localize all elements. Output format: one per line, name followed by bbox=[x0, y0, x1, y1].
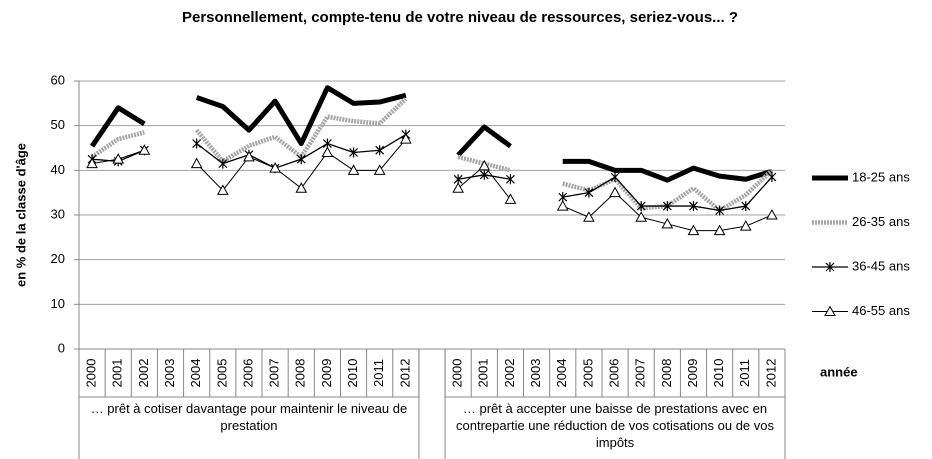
marker bbox=[192, 138, 202, 149]
marker bbox=[506, 174, 515, 185]
x-tick-label: 2003 bbox=[528, 359, 543, 388]
marker bbox=[400, 133, 412, 144]
x-tick-label: 2003 bbox=[162, 359, 177, 388]
marker bbox=[661, 217, 674, 229]
x-tick-label: 2001 bbox=[110, 359, 125, 388]
y-tick-label: 40 bbox=[51, 162, 65, 177]
marker bbox=[479, 169, 489, 180]
x-tick-label: 2009 bbox=[319, 359, 334, 388]
marker bbox=[216, 184, 229, 195]
marker bbox=[296, 154, 306, 165]
marker bbox=[610, 172, 620, 183]
marker bbox=[347, 164, 360, 175]
x-tick-label: 2002 bbox=[502, 359, 517, 388]
x-tick-label: 2000 bbox=[84, 359, 99, 388]
chart-title: Personnellement, compte-tenu de votre ni… bbox=[181, 9, 738, 26]
x-axis-label: année bbox=[820, 364, 858, 379]
marker bbox=[295, 182, 308, 193]
marker bbox=[583, 211, 595, 222]
marker bbox=[112, 153, 125, 164]
marker bbox=[218, 158, 228, 169]
y-tick-label: 20 bbox=[51, 251, 65, 266]
x-tick-label: 2000 bbox=[450, 359, 465, 388]
x-tick-label: 2006 bbox=[606, 359, 621, 388]
x-tick-label: 2010 bbox=[345, 359, 360, 388]
marker bbox=[269, 162, 281, 173]
x-tick-label: 2009 bbox=[685, 359, 700, 388]
marker bbox=[452, 182, 464, 193]
marker bbox=[138, 144, 151, 155]
x-tick-label: 2012 bbox=[397, 359, 412, 388]
series bbox=[86, 133, 778, 236]
line bbox=[456, 124, 512, 157]
y-axis-label: en % de la classe d'âge bbox=[13, 143, 28, 287]
series bbox=[90, 85, 773, 183]
group-label: … prêt à accepter une baisse de prestati… bbox=[456, 401, 775, 450]
marker bbox=[636, 201, 646, 212]
marker bbox=[556, 200, 569, 211]
group-label: … prêt à cotiser davantage pour mainteni… bbox=[90, 401, 408, 433]
marker bbox=[689, 201, 698, 212]
marker bbox=[741, 201, 751, 212]
x-tick-label: 2001 bbox=[476, 359, 491, 388]
x-tick-label: 2005 bbox=[580, 359, 595, 388]
marker bbox=[190, 157, 203, 169]
legend-label: 18-25 ans bbox=[852, 169, 910, 184]
x-tick-label: 2010 bbox=[711, 359, 726, 388]
marker bbox=[349, 147, 358, 158]
legend-label: 46-55 ans bbox=[852, 303, 910, 318]
x-tick-label: 2011 bbox=[737, 359, 752, 387]
y-tick-label: 30 bbox=[51, 206, 65, 221]
marker bbox=[824, 305, 836, 316]
line bbox=[194, 97, 408, 164]
x-tick-label: 2012 bbox=[763, 359, 778, 388]
marker bbox=[767, 172, 777, 183]
marker bbox=[373, 164, 386, 175]
x-tick-label: 2004 bbox=[554, 359, 569, 388]
marker bbox=[662, 201, 672, 212]
line bbox=[90, 105, 146, 148]
y-tick-label: 50 bbox=[51, 117, 65, 132]
marker bbox=[715, 205, 725, 216]
legend-label: 26-35 ans bbox=[852, 214, 910, 229]
marker bbox=[687, 224, 700, 236]
x-tick-label: 2008 bbox=[293, 359, 308, 388]
line bbox=[90, 130, 145, 159]
x-tick-label: 2008 bbox=[659, 359, 674, 388]
marker bbox=[739, 220, 752, 231]
x-tick-label: 2004 bbox=[188, 359, 203, 388]
y-tick-label: 60 bbox=[51, 72, 65, 87]
line bbox=[195, 85, 407, 147]
y-tick-label: 0 bbox=[58, 340, 65, 355]
y-tick-label: 10 bbox=[51, 296, 65, 311]
x-tick-label: 2006 bbox=[240, 359, 255, 388]
marker bbox=[243, 150, 255, 162]
marker bbox=[478, 159, 491, 171]
marker bbox=[635, 211, 648, 222]
marker bbox=[609, 186, 621, 198]
marker bbox=[584, 187, 594, 198]
marker bbox=[86, 157, 98, 169]
line bbox=[562, 158, 773, 183]
marker bbox=[825, 262, 835, 272]
series bbox=[90, 97, 774, 213]
x-tick-label: 2011 bbox=[371, 359, 386, 387]
x-tick-label: 2007 bbox=[633, 359, 648, 388]
marker bbox=[713, 224, 726, 236]
x-tick-label: 2002 bbox=[136, 359, 151, 388]
marker bbox=[321, 146, 334, 157]
marker bbox=[766, 208, 778, 220]
legend-label: 36-45 ans bbox=[852, 258, 910, 273]
marker bbox=[375, 145, 385, 156]
x-tick-label: 2005 bbox=[214, 359, 229, 388]
x-tick-label: 2007 bbox=[267, 359, 282, 388]
marker bbox=[504, 193, 517, 204]
